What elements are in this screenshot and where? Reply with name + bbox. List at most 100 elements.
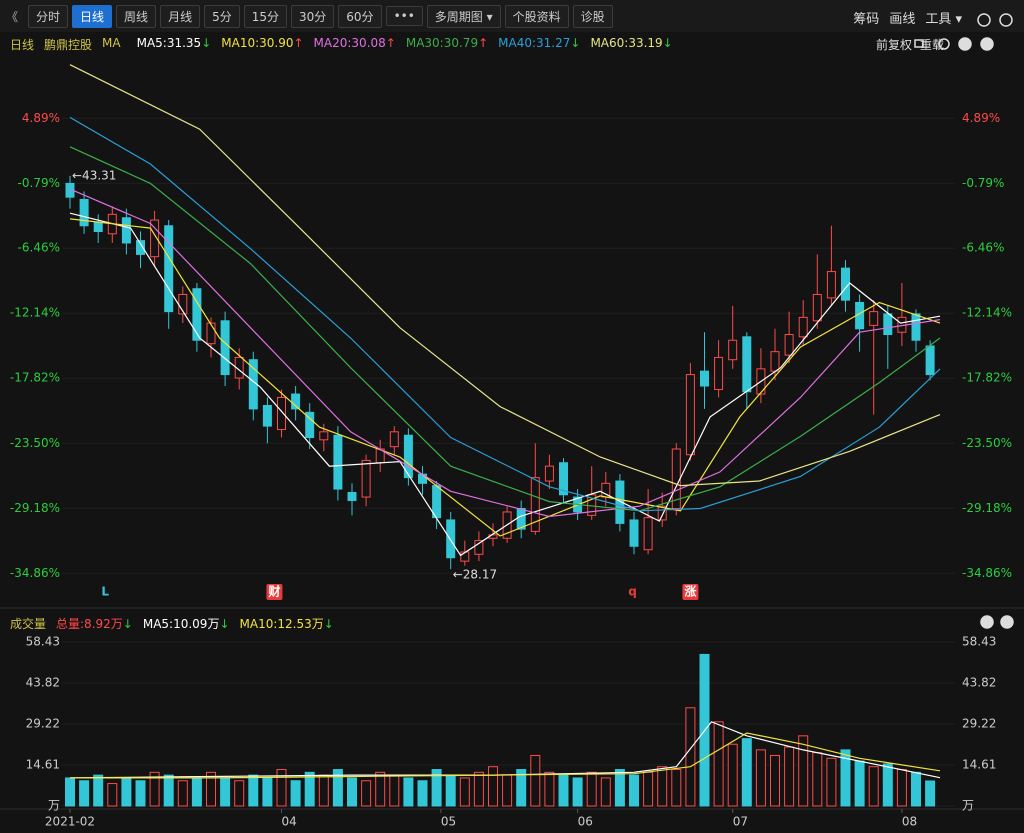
stock-name: 鹏鼎控股 (44, 38, 93, 52)
tab[interactable]: 分时 (28, 4, 69, 28)
volume-bar (304, 771, 315, 807)
min-icon[interactable] (999, 13, 1013, 27)
tab[interactable]: 30分 (291, 4, 335, 28)
candle-body (291, 393, 301, 410)
y-tick-label-right: -23.50% (962, 436, 1012, 450)
candle-body (319, 431, 329, 441)
tab[interactable]: 5分 (204, 4, 240, 28)
volume-bar (657, 766, 668, 807)
volume-bar (361, 780, 372, 807)
volume-bar (107, 783, 118, 807)
zoom-out-icon[interactable] (980, 37, 994, 51)
tab[interactable]: 周线 (116, 4, 157, 28)
volume-bar (473, 771, 484, 807)
header-button[interactable]: 前复权 (875, 38, 912, 52)
tool-button[interactable]: 筹码 (853, 12, 880, 27)
tab[interactable]: 诊股 (572, 4, 613, 28)
tab[interactable]: 月线 (160, 4, 201, 28)
candle-body (150, 219, 160, 258)
x-tick-label: 05 (441, 815, 456, 829)
tab[interactable]: 日线 (72, 4, 113, 28)
volume-bar (248, 774, 259, 807)
y-tick-label: 4.89% (22, 111, 60, 125)
volume-bar (868, 766, 879, 807)
volume-bar (459, 777, 470, 807)
volume-bar (911, 771, 921, 807)
tab[interactable]: 多周期图 ▾ (426, 4, 501, 28)
header-button[interactable]: 重载 (919, 38, 944, 52)
y-tick-label-right: 29.22 (962, 716, 996, 730)
volume-bar (755, 749, 766, 807)
x-tick-label: 04 (282, 815, 297, 829)
legend-arrow: ↓ (570, 36, 581, 50)
total-label: 总量:8.92万 (56, 617, 123, 631)
candle-body (389, 431, 399, 448)
y-tick-label-right: -17.82% (962, 371, 1012, 385)
volume-bar (445, 774, 456, 807)
close-icon[interactable] (977, 13, 991, 27)
volume-bar (332, 769, 343, 807)
volume-bar (770, 754, 780, 807)
volume-bar (65, 777, 75, 807)
total-arrow: ↓ (122, 617, 133, 631)
legend-arrow: ↓ (662, 36, 673, 50)
volume-bar (502, 774, 513, 807)
candle-body (305, 411, 315, 439)
vol-min-icon[interactable] (1000, 615, 1014, 629)
volume-bar (896, 769, 907, 807)
candle-body (192, 288, 202, 341)
volume-bar (318, 774, 329, 807)
candle-body (615, 480, 625, 524)
back-button[interactable]: 《 (6, 9, 19, 24)
y-tick-label: 29.22 (26, 716, 60, 730)
legend-label: MA10:12.53万 (239, 617, 324, 631)
tab[interactable]: 15分 (243, 4, 287, 28)
legend-arrow: ↑ (293, 36, 304, 50)
volume-bars (65, 653, 941, 807)
volume-bar (347, 777, 357, 807)
price-annotation: ←28.17 (453, 568, 497, 582)
x-tick-label: 08 (902, 815, 917, 829)
candle-body (869, 311, 879, 326)
y-tick-label-right: 14.61 (962, 757, 996, 771)
y-tick-label: 43.82 (26, 676, 60, 690)
candle-body (883, 313, 893, 336)
tab[interactable]: 个股资料 (504, 4, 569, 28)
legend-item: MA30:30.79↑ (406, 36, 488, 53)
volume-bar (826, 757, 837, 807)
volume-bar (516, 769, 527, 807)
y-tick-label: -6.46% (18, 241, 60, 255)
volume-bar (600, 777, 611, 807)
candle-body (79, 198, 89, 227)
candle-body (812, 293, 822, 322)
legend-arrow: ↓ (219, 617, 230, 631)
tab[interactable]: ••• (385, 6, 423, 26)
tool-button[interactable]: 工具 ▾ (925, 12, 962, 27)
volume-bar (544, 771, 555, 807)
zoom-in-icon[interactable] (958, 37, 972, 51)
ma-line (69, 116, 941, 512)
y-tick-label-right: 4.89% (962, 111, 1000, 125)
vol-close-icon[interactable] (980, 615, 994, 629)
volume-bar (586, 771, 597, 807)
lock-icon[interactable] (914, 39, 924, 48)
candle-body (826, 271, 836, 299)
candle-body (136, 240, 145, 255)
ma-line (69, 188, 941, 518)
candle-body (262, 404, 272, 427)
volume-bar (882, 763, 893, 807)
volume-bar (149, 771, 160, 807)
candles (65, 64, 941, 570)
candle-body (474, 540, 484, 555)
volume-bar (572, 777, 583, 807)
event-marker: L (101, 585, 109, 599)
candle-body (714, 356, 724, 390)
legend-item: MA10:12.53万↓ (240, 615, 334, 632)
tab[interactable]: 60分 (338, 4, 382, 28)
tool-button[interactable]: 画线 (889, 12, 916, 27)
volume-bar (741, 738, 752, 807)
candle-body (559, 462, 568, 496)
undo-icon[interactable] (938, 38, 950, 50)
